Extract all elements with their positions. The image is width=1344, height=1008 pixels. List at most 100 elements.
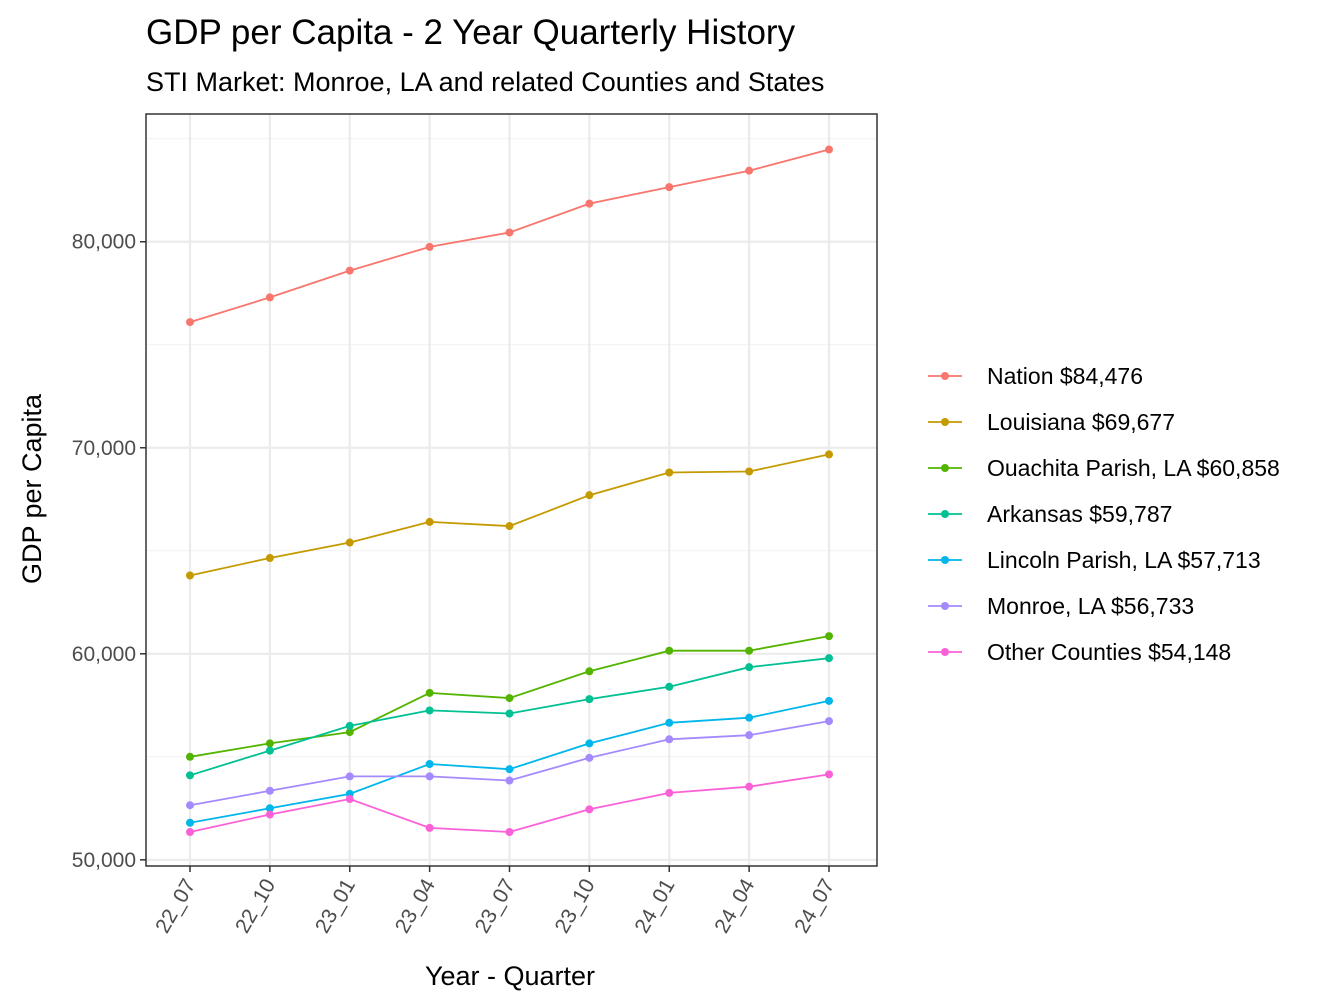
data-point — [425, 772, 434, 781]
y-tick-label: 60,000 — [72, 643, 136, 666]
data-point — [745, 713, 754, 722]
data-point — [345, 795, 354, 804]
data-point — [425, 823, 434, 832]
legend-label: Ouachita Parish, LA $60,858 — [987, 455, 1280, 481]
legend-item: Monroe, LA $56,733 — [928, 593, 1194, 619]
data-point — [585, 805, 594, 814]
series-group — [186, 632, 833, 761]
data-point — [265, 746, 274, 755]
chart-subtitle: STI Market: Monroe, LA and related Count… — [146, 67, 824, 97]
y-tick-label: 70,000 — [72, 437, 136, 460]
data-point — [585, 753, 594, 762]
legend-item: Other Counties $54,148 — [928, 639, 1231, 665]
x-tick-label: 22_10 — [231, 875, 280, 937]
data-point — [265, 786, 274, 795]
x-axis-title: Year - Quarter — [425, 961, 595, 991]
data-point — [665, 646, 674, 655]
legend-key-point — [941, 418, 949, 426]
data-point — [505, 709, 514, 718]
plot-background — [146, 114, 877, 866]
x-tick-label: 23_04 — [391, 875, 440, 937]
series-group — [186, 770, 833, 837]
data-point — [585, 739, 594, 748]
legend-label: Monroe, LA $56,733 — [987, 593, 1194, 619]
data-point — [345, 721, 354, 730]
data-point — [825, 145, 833, 154]
data-point — [665, 682, 674, 691]
x-tick-label: 23_07 — [471, 875, 520, 937]
data-point — [585, 667, 594, 676]
legend-key-point — [941, 648, 949, 656]
data-point — [425, 688, 434, 697]
x-tick-label: 24_04 — [710, 875, 759, 937]
legend-label: Louisiana $69,677 — [987, 409, 1175, 435]
data-point — [345, 728, 354, 737]
data-point — [186, 801, 194, 810]
y-axis: 50,000 60,000 70,000 80,000 — [72, 231, 146, 872]
legend-item: Arkansas $59,787 — [928, 501, 1172, 527]
data-point — [585, 695, 594, 704]
data-point — [505, 522, 514, 531]
data-point — [505, 828, 514, 837]
series-layer — [186, 145, 833, 837]
data-point — [186, 828, 194, 837]
legend: Nation $84,476 Louisiana $69,677 Ouachita … — [928, 363, 1280, 665]
data-point — [825, 770, 833, 779]
legend-item: Nation $84,476 — [928, 363, 1143, 389]
data-point — [505, 776, 514, 785]
data-point — [825, 717, 833, 726]
series-group — [186, 717, 833, 810]
data-point — [265, 553, 274, 562]
grid-minor — [146, 138, 877, 758]
data-point — [425, 242, 434, 251]
data-point — [825, 450, 833, 459]
data-point — [505, 228, 514, 237]
series-group — [186, 450, 833, 580]
legend-label: Nation $84,476 — [987, 363, 1143, 389]
x-axis: 22_07 22_10 23_01 23_04 23_07 23_10 24_01 24_04… — [151, 866, 839, 937]
x-tick-label: 22_07 — [151, 875, 200, 937]
data-point — [345, 266, 354, 275]
data-point — [186, 571, 194, 580]
legend-key-point — [941, 372, 949, 380]
data-point — [745, 646, 754, 655]
legend-label: Other Counties $54,148 — [987, 639, 1231, 665]
y-axis-title: GDP per Capita — [17, 393, 47, 584]
legend-item: Lincoln Parish, LA $57,713 — [928, 547, 1261, 573]
data-point — [745, 166, 754, 175]
data-point — [186, 752, 194, 761]
data-point — [425, 706, 434, 715]
data-point — [665, 468, 674, 477]
data-point — [425, 517, 434, 526]
data-point — [745, 467, 754, 476]
data-point — [186, 771, 194, 780]
data-point — [585, 199, 594, 208]
legend-key-point — [941, 464, 949, 472]
data-point — [505, 765, 514, 774]
data-point — [505, 694, 514, 703]
data-point — [665, 735, 674, 744]
series-group — [186, 654, 833, 780]
data-point — [345, 538, 354, 547]
data-point — [265, 804, 274, 813]
plot-panel — [146, 114, 877, 866]
data-point — [825, 696, 833, 705]
chart-title: GDP per Capita - 2 Year Quarterly Histor… — [146, 13, 796, 52]
legend-key-point — [941, 556, 949, 564]
data-point — [186, 818, 194, 827]
x-tick-label: 23_01 — [311, 875, 360, 937]
legend-label: Lincoln Parish, LA $57,713 — [987, 547, 1261, 573]
data-point — [745, 731, 754, 740]
legend-item: Louisiana $69,677 — [928, 409, 1175, 435]
plot-border — [145, 113, 878, 867]
x-tick-label: 24_07 — [790, 875, 839, 937]
data-point — [345, 772, 354, 781]
legend-key-point — [941, 510, 949, 518]
series-group — [186, 145, 833, 327]
data-point — [745, 782, 754, 791]
data-point — [585, 491, 594, 500]
data-point — [265, 293, 274, 302]
x-tick-label: 23_10 — [551, 875, 600, 937]
data-point — [265, 739, 274, 748]
